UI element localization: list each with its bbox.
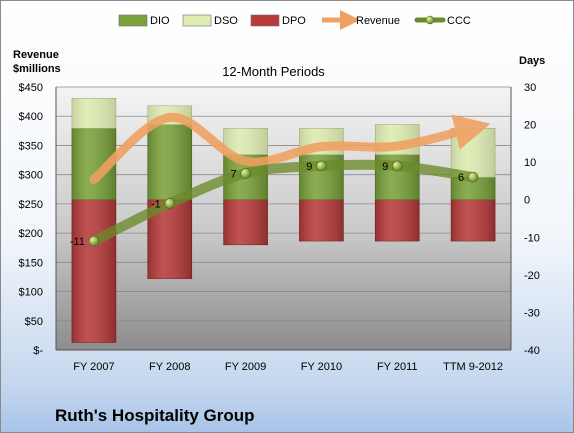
left-tick-label: $250 <box>19 199 43 211</box>
left-tick-label: $200 <box>19 228 43 240</box>
bar-dio-shade <box>147 124 192 200</box>
bar-dpo-shade <box>299 199 344 242</box>
right-tick-label: -40 <box>524 345 540 357</box>
right-axis-title: Days <box>519 55 545 67</box>
category-label: FY 2011 <box>377 361 418 373</box>
legend-point-ccc <box>425 15 435 25</box>
ccc-data-label: -1 <box>151 198 161 210</box>
left-tick-label: $350 <box>19 140 43 152</box>
ccc-point <box>240 168 251 179</box>
category-label: TTM 9-2012 <box>443 361 503 373</box>
legend-swatch-dpo <box>250 14 280 27</box>
legend-label-dpo: DPO <box>282 15 306 27</box>
left-axis-title-line2: $millions <box>13 63 61 75</box>
right-tick-label: -20 <box>524 270 540 282</box>
chart-title: 12-Month Periods <box>222 64 325 79</box>
plot-area <box>56 87 511 350</box>
left-tick-label: $- <box>33 345 43 357</box>
category-label: FY 2010 <box>301 361 342 373</box>
right-tick-label: 20 <box>524 120 536 132</box>
ccc-data-label: 9 <box>382 161 388 173</box>
right-tick-label: 30 <box>524 82 536 94</box>
left-tick-label: $100 <box>19 287 43 299</box>
ccc-data-label: 7 <box>230 168 236 180</box>
bar-dpo-shade <box>375 199 420 242</box>
right-tick-label: -30 <box>524 307 540 319</box>
bar-dpo-shade <box>71 199 116 343</box>
bar-dpo-shade <box>223 199 268 245</box>
legend-label-ccc: CCC <box>447 15 471 27</box>
ccc-data-label: 9 <box>306 161 312 173</box>
category-label: FY 2007 <box>73 361 114 373</box>
bar-dso-shade <box>71 98 116 129</box>
ccc-point <box>164 198 176 209</box>
legend-swatch-dio <box>118 14 148 27</box>
company-name: Ruth's Hospitality Group <box>55 406 255 425</box>
bar-dio-shade <box>451 177 496 200</box>
left-tick-label: $400 <box>19 111 43 123</box>
legend-label-dso: DSO <box>214 15 238 27</box>
left-tick-label: $150 <box>19 257 43 269</box>
ccc-point <box>88 235 100 247</box>
legend-swatch-dso <box>182 14 212 27</box>
ccc-point <box>467 171 479 183</box>
ccc-data-label: 6 <box>458 172 464 184</box>
ccc-point <box>391 160 403 172</box>
ccc-data-label: -11 <box>70 236 85 248</box>
right-tick-label: 0 <box>524 195 530 207</box>
left-axis-title-line1: Revenue <box>13 49 59 61</box>
category-label: FY 2008 <box>149 361 190 373</box>
revenue-line <box>89 112 491 184</box>
left-tick-label: $450 <box>19 82 43 94</box>
ccc-point <box>316 160 327 172</box>
right-tick-label: -10 <box>524 232 540 244</box>
legend-label-dio: DIO <box>150 15 170 27</box>
category-label: FY 2009 <box>225 361 266 373</box>
left-tick-label: $300 <box>19 170 43 182</box>
bar-dpo-shade <box>451 199 496 242</box>
legend-label-revenue: Revenue <box>356 15 400 27</box>
left-tick-label: $50 <box>25 316 43 328</box>
right-tick-label: 10 <box>524 157 536 169</box>
